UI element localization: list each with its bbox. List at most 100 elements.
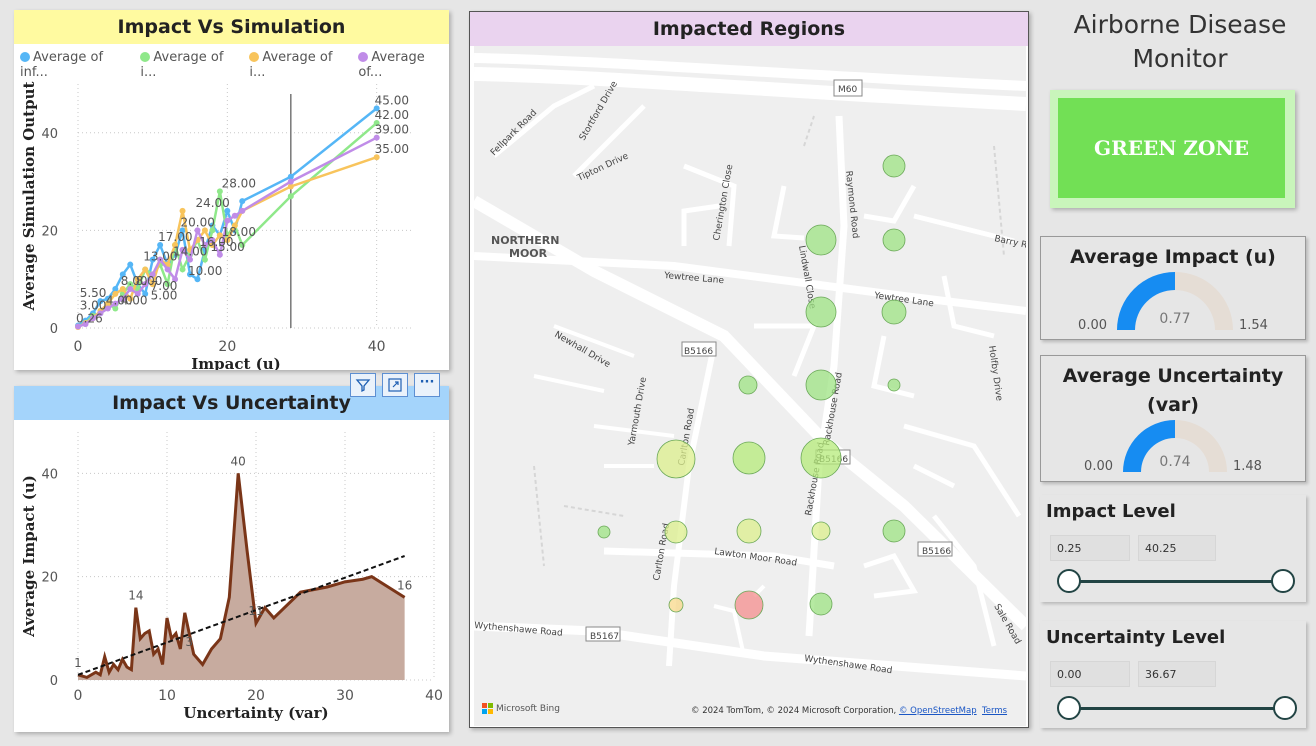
impact-level-track[interactable] xyxy=(1070,580,1282,583)
data-point[interactable] xyxy=(216,188,223,195)
data-point[interactable] xyxy=(231,212,238,219)
data-point[interactable] xyxy=(97,310,104,317)
map-bubble[interactable] xyxy=(732,441,766,475)
map-canvas[interactable]: Fellpark Road Stortford Drive Tipton Drive… xyxy=(474,46,1026,726)
uncertainty-level-track[interactable] xyxy=(1070,707,1284,710)
data-point[interactable] xyxy=(119,271,126,278)
data-point[interactable] xyxy=(119,295,126,302)
data-point[interactable] xyxy=(149,281,156,288)
data-point[interactable] xyxy=(201,242,208,249)
map-bubble[interactable] xyxy=(805,369,837,401)
map-bubble[interactable] xyxy=(668,597,684,613)
map-bubble[interactable] xyxy=(881,299,907,325)
data-point[interactable] xyxy=(89,315,96,322)
uncertainty-level-low-handle[interactable] xyxy=(1057,696,1081,720)
data-point[interactable] xyxy=(209,227,216,234)
data-point[interactable] xyxy=(142,281,149,288)
uncertainty-level-max-input[interactable]: 36.67 xyxy=(1138,661,1216,687)
data-point[interactable] xyxy=(187,271,193,278)
openstreetmap-link[interactable]: © OpenStreetMap xyxy=(898,706,977,716)
data-point[interactable] xyxy=(127,295,134,302)
data-point[interactable] xyxy=(127,285,134,292)
data-point[interactable] xyxy=(373,134,380,141)
data-point[interactable] xyxy=(231,222,238,229)
map-bubble[interactable] xyxy=(805,296,837,328)
legend-item[interactable]: Average of i... xyxy=(249,50,348,80)
impact-vs-uncertainty-chart[interactable]: 0 20 40 0 10 20 30 40 1 14 3 40 11 16 Uncertainty (var… xyxy=(14,420,449,732)
data-point[interactable] xyxy=(201,256,208,263)
series-line[interactable] xyxy=(77,473,406,680)
data-point[interactable] xyxy=(179,227,186,234)
data-point[interactable] xyxy=(194,276,201,283)
data-point[interactable] xyxy=(104,300,111,307)
data-point[interactable] xyxy=(127,261,134,268)
data-point[interactable] xyxy=(149,271,156,278)
map-bubble[interactable] xyxy=(738,375,758,395)
legend-item[interactable]: Average of i... xyxy=(140,50,239,80)
data-point[interactable] xyxy=(373,154,380,161)
data-point[interactable] xyxy=(201,227,208,234)
data-point[interactable] xyxy=(142,266,149,273)
data-point[interactable] xyxy=(239,207,246,214)
impact-level-max-input[interactable]: 40.25 xyxy=(1138,535,1216,561)
data-point[interactable] xyxy=(179,207,186,214)
data-point[interactable] xyxy=(172,276,179,283)
map-bubble[interactable] xyxy=(664,520,688,544)
legend-item[interactable]: Average of inf... xyxy=(20,50,130,80)
data-point[interactable] xyxy=(209,237,216,244)
data-point[interactable] xyxy=(287,193,294,200)
data-point[interactable] xyxy=(112,285,119,292)
uncertainty-level-min-input[interactable]: 0.00 xyxy=(1050,661,1130,687)
data-point[interactable] xyxy=(112,290,119,297)
data-point[interactable] xyxy=(127,281,134,288)
data-point[interactable] xyxy=(119,285,126,292)
data-point[interactable] xyxy=(216,232,223,239)
data-point[interactable] xyxy=(172,242,179,249)
data-point[interactable] xyxy=(216,251,223,258)
legend-item[interactable]: Average of... xyxy=(358,50,449,80)
map-bubble[interactable] xyxy=(882,154,906,178)
data-point[interactable] xyxy=(194,227,201,234)
data-point[interactable] xyxy=(239,198,246,205)
map-bubble[interactable] xyxy=(734,590,764,620)
data-point[interactable] xyxy=(104,305,111,312)
data-point[interactable] xyxy=(239,242,246,249)
data-point[interactable] xyxy=(112,300,119,307)
data-point[interactable] xyxy=(287,173,294,180)
data-point[interactable] xyxy=(82,321,89,328)
data-point[interactable] xyxy=(134,276,141,283)
data-point[interactable] xyxy=(112,305,119,312)
impact-level-min-input[interactable]: 0.25 xyxy=(1050,535,1130,561)
data-point[interactable] xyxy=(75,323,81,330)
data-point[interactable] xyxy=(373,120,380,127)
map-bubble[interactable] xyxy=(887,378,901,392)
data-point[interactable] xyxy=(179,266,186,273)
map-bubble[interactable] xyxy=(809,592,833,616)
data-point[interactable] xyxy=(224,237,231,244)
data-point[interactable] xyxy=(224,207,231,214)
data-point[interactable] xyxy=(224,217,231,224)
data-point[interactable] xyxy=(142,290,149,297)
data-point[interactable] xyxy=(373,105,380,112)
map-bubble[interactable] xyxy=(800,437,842,479)
terms-link[interactable]: Terms xyxy=(982,706,1008,716)
map-bubble[interactable] xyxy=(656,439,696,479)
map-bubble[interactable] xyxy=(882,519,906,543)
data-point[interactable] xyxy=(149,256,156,263)
map-bubble[interactable] xyxy=(811,521,831,541)
data-point[interactable] xyxy=(164,266,171,273)
map-bubble[interactable] xyxy=(882,228,906,252)
data-point[interactable] xyxy=(287,178,294,185)
impact-level-low-handle[interactable] xyxy=(1057,569,1081,593)
impact-level-high-handle[interactable] xyxy=(1271,569,1295,593)
data-point[interactable] xyxy=(157,256,164,263)
focus-mode-icon[interactable] xyxy=(382,373,408,397)
data-point[interactable] xyxy=(164,281,171,288)
data-point[interactable] xyxy=(134,290,141,297)
data-point[interactable] xyxy=(97,298,104,305)
map-bubble[interactable] xyxy=(805,224,837,256)
map-bubble[interactable] xyxy=(736,518,762,544)
uncertainty-level-high-handle[interactable] xyxy=(1273,696,1297,720)
data-point[interactable] xyxy=(287,183,294,190)
